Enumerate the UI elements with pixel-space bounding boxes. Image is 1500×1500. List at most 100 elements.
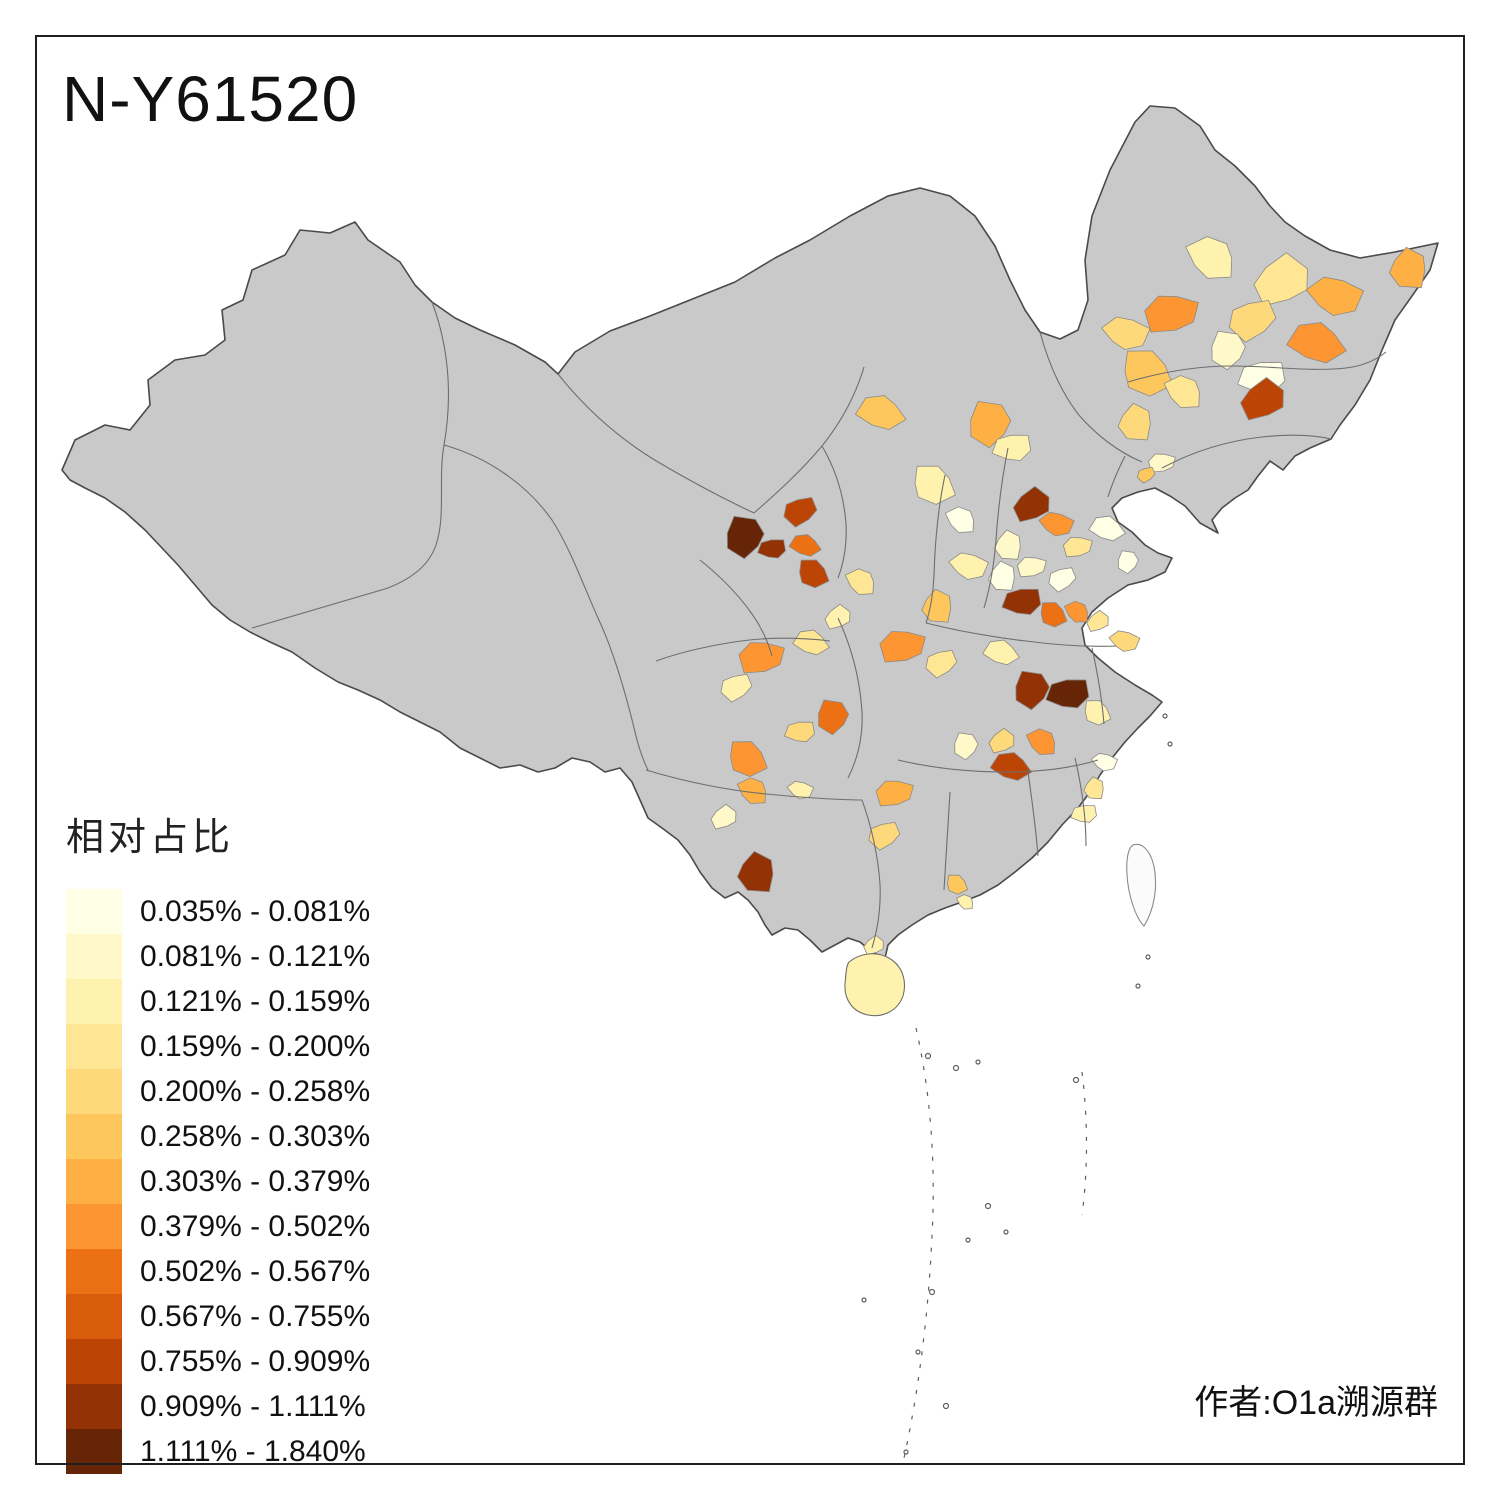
legend-item: 0.755% - 0.909% <box>66 1339 370 1384</box>
map-region <box>783 497 818 528</box>
map-region <box>1048 567 1077 593</box>
legend-swatch <box>66 1429 122 1474</box>
legend-swatch <box>66 1114 122 1159</box>
legend-swatch <box>66 1069 122 1114</box>
figure-title: N-Y61520 <box>62 63 359 135</box>
map-region <box>1040 602 1068 628</box>
map-region <box>1038 511 1075 537</box>
legend-label: 0.159% - 0.200% <box>140 1029 371 1063</box>
legend-label: 0.567% - 0.755% <box>140 1299 371 1333</box>
legend-label: 0.755% - 0.909% <box>140 1344 371 1378</box>
legend-swatch <box>66 979 122 1024</box>
legend-swatch <box>66 1339 122 1384</box>
taiwan-island <box>1126 843 1157 927</box>
map-region <box>982 639 1020 666</box>
map-region <box>736 777 766 804</box>
map-region <box>824 603 851 630</box>
map-region <box>944 506 974 533</box>
map-region <box>783 721 815 743</box>
legend-item: 0.379% - 0.502% <box>66 1204 370 1249</box>
map-region <box>948 552 990 580</box>
attribution: 作者:O1a溯源群 <box>1194 1384 1438 1422</box>
province-borders <box>251 301 1387 949</box>
legend-label: 0.909% - 1.111% <box>140 1389 366 1423</box>
map-region <box>1088 515 1126 542</box>
legend-swatch <box>66 934 122 979</box>
legend-label: 0.303% - 0.379% <box>140 1164 371 1198</box>
map-region <box>879 631 926 663</box>
map-region <box>788 534 822 557</box>
legend-title: 相对占比 <box>66 817 235 859</box>
legend-items: 0.035% - 0.081% 0.081% - 0.121% 0.121% - 0… <box>66 889 370 1474</box>
legend-label: 0.121% - 0.159% <box>140 984 371 1018</box>
legend-label: 0.502% - 0.567% <box>140 1254 371 1288</box>
map-region <box>1108 630 1141 652</box>
map-region <box>1305 276 1365 317</box>
map-region <box>799 559 830 589</box>
map-region <box>720 673 753 703</box>
map-region <box>1045 679 1090 709</box>
map-region <box>757 539 786 559</box>
map-region <box>1012 485 1050 523</box>
map-region <box>1117 402 1151 441</box>
region-fill-layer <box>710 236 1426 956</box>
map-region <box>1083 776 1104 800</box>
map-region <box>1063 600 1088 623</box>
legend-swatch <box>66 1249 122 1294</box>
map-region <box>991 434 1032 461</box>
map-region <box>844 568 874 595</box>
map-region <box>1388 246 1426 289</box>
legend-swatch <box>66 1024 122 1069</box>
map-region <box>947 874 969 895</box>
legend-label: 0.081% - 0.121% <box>140 939 371 973</box>
map-region <box>1016 556 1047 578</box>
map-region <box>1100 316 1151 350</box>
legend-swatch <box>66 1159 122 1204</box>
legend-item: 0.567% - 0.755% <box>66 1294 370 1339</box>
map-region <box>1185 236 1233 279</box>
legend-item: 0.035% - 0.081% <box>66 889 370 934</box>
map-region <box>1137 466 1156 484</box>
map-region <box>736 850 774 893</box>
map-region <box>1253 252 1308 307</box>
map-region <box>989 752 1033 781</box>
map-region <box>1070 805 1097 823</box>
map-region <box>954 732 979 761</box>
legend-item: 0.502% - 0.567% <box>66 1249 370 1294</box>
legend-item: 0.258% - 0.303% <box>66 1114 370 1159</box>
legend-item: 0.121% - 0.159% <box>66 979 370 1024</box>
legend-swatch <box>66 889 122 934</box>
legend-swatch <box>66 1294 122 1339</box>
map-region <box>738 642 785 674</box>
legend-swatch <box>66 1204 122 1249</box>
legend-item: 0.303% - 0.379% <box>66 1159 370 1204</box>
map-region <box>1090 752 1119 772</box>
map-region <box>854 395 907 431</box>
map-region <box>875 780 914 807</box>
map-region <box>1001 588 1042 615</box>
map-region <box>786 780 815 800</box>
map-region <box>925 649 958 679</box>
map-region <box>1015 670 1050 711</box>
legend-label: 0.200% - 0.258% <box>140 1074 371 1108</box>
map-region <box>818 699 850 736</box>
map-region <box>988 727 1015 754</box>
hainan-island <box>844 953 906 1017</box>
map-region <box>710 803 737 830</box>
legend-item: 0.159% - 0.200% <box>66 1024 370 1069</box>
legend-label: 1.111% - 1.840% <box>140 1434 366 1468</box>
map-region <box>792 629 830 656</box>
map-region <box>1240 376 1284 421</box>
map-region <box>988 560 1015 591</box>
map-region <box>1086 609 1109 632</box>
map-region <box>1062 536 1093 558</box>
map-region <box>956 894 973 910</box>
legend-item: 1.111% - 1.840% <box>66 1429 370 1474</box>
map-region <box>994 529 1021 560</box>
south-china-sea-dashes <box>903 1027 1088 1459</box>
map-region <box>868 821 901 851</box>
map-region <box>726 515 765 560</box>
legend-swatch <box>66 1384 122 1429</box>
